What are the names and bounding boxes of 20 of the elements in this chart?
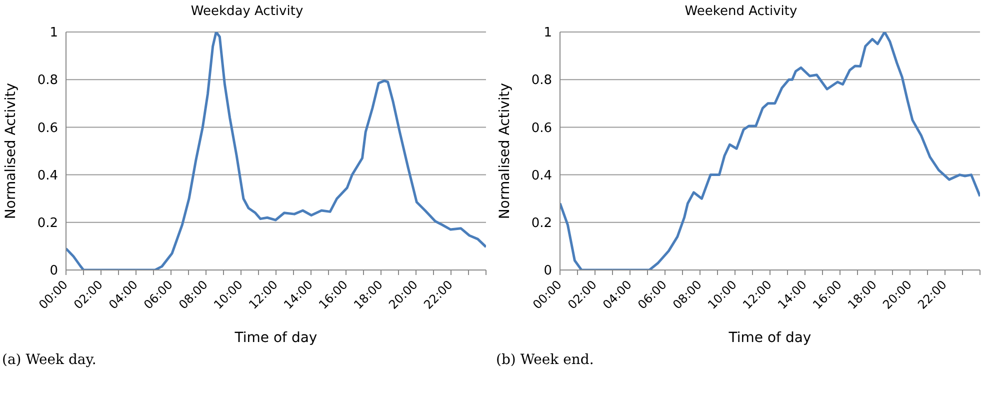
text: (b) Week end. <box>496 352 595 368</box>
chart-title: Weekday Activity <box>190 4 304 21</box>
text: (a) Week day. <box>2 352 98 368</box>
y-tick-label: 0.8 <box>37 73 58 88</box>
y-tick-label: 0 <box>544 264 552 279</box>
x-axis-title: Time of day <box>234 330 318 346</box>
chart-title: Weekend Activity <box>684 4 798 21</box>
y-tick-label: 0.4 <box>531 168 552 184</box>
y-tick-label: 0.4 <box>37 168 58 184</box>
y-tick-label: 0.6 <box>37 120 58 136</box>
x-axis-title: Time of day <box>728 330 812 346</box>
y-tick-label: 1 <box>50 26 58 41</box>
y-tick-label: 0.2 <box>531 216 552 232</box>
y-axis-title: Normalised Activity <box>2 82 19 220</box>
y-tick-label: 0.2 <box>37 216 58 232</box>
y-tick-label: 0.8 <box>531 73 552 88</box>
y-axis-title: Normalised Activity <box>496 82 513 220</box>
y-tick-label: 0.6 <box>531 120 552 136</box>
y-tick-label: 0 <box>50 264 58 279</box>
y-tick-label: 1 <box>544 26 552 41</box>
